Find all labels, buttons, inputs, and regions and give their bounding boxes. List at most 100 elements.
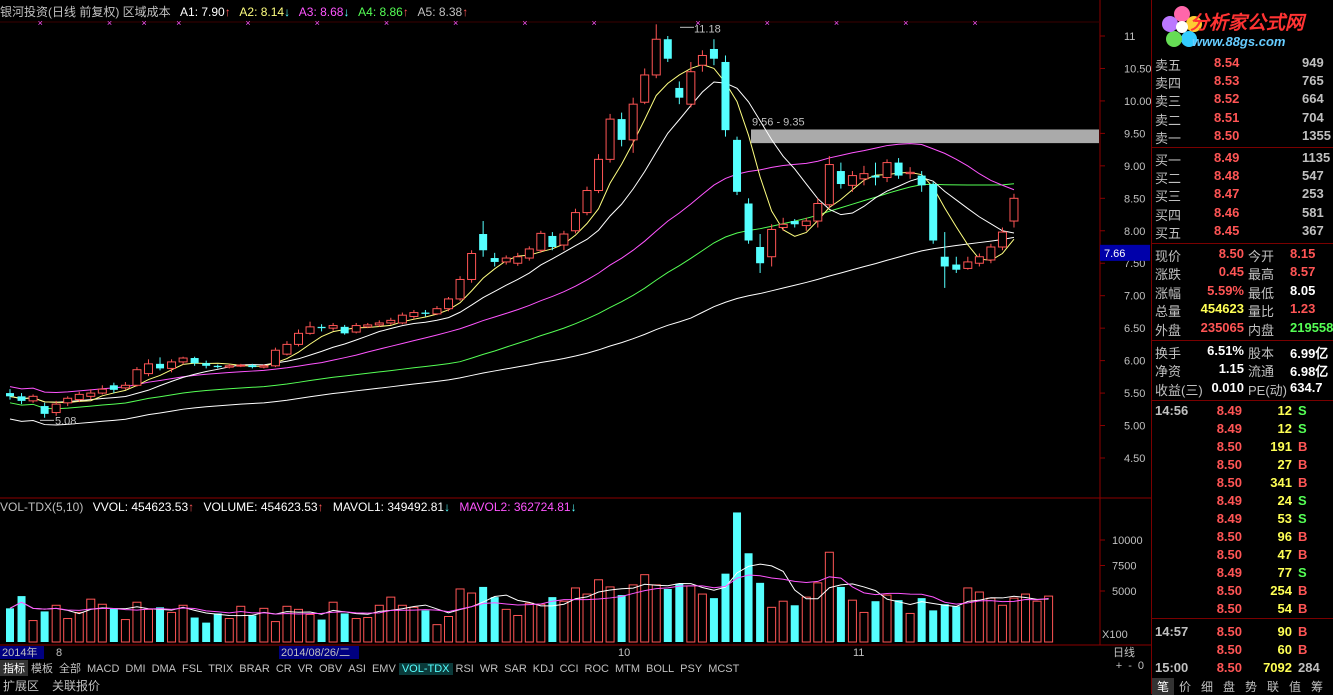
tick-row: 8.50 254 B	[1152, 583, 1333, 601]
quote-tab[interactable]: 值	[1288, 680, 1301, 694]
reset-button[interactable]: 0	[1137, 660, 1144, 672]
vvol-value: VVOL: 454623.53↑	[92, 500, 195, 514]
candle-body	[628, 103, 638, 141]
chart-area[interactable]: 11 10.50 10.00 9.50 9.00 8.50 8.00 7.50 7.00 6.50…	[0, 0, 1151, 659]
quote-tab[interactable]: 价	[1178, 680, 1191, 694]
quote-label: 现价	[1155, 249, 1182, 264]
tab-fsl[interactable]: FSL	[182, 663, 203, 675]
candle-body	[675, 87, 684, 98]
candle-body	[721, 61, 730, 131]
price-axis-label: 6.00	[1124, 356, 1145, 368]
volume-bar	[790, 605, 799, 642]
volume-bar	[490, 597, 499, 642]
volume-bar	[363, 617, 373, 643]
tab-cci[interactable]: CCI	[559, 663, 579, 675]
quote-label: 今开	[1248, 249, 1275, 264]
zoom-in-button[interactable]: +	[1115, 660, 1123, 672]
bid-price: 8.47	[1214, 186, 1240, 202]
bid-row: 买三 8.47 253	[1152, 186, 1333, 204]
tick-volume: 27	[1277, 457, 1292, 472]
quote-row: 涨幅 5.59% 最低 8.05	[1152, 283, 1333, 301]
tick-price: 8.49	[1216, 403, 1242, 418]
volume-bar	[190, 617, 199, 642]
tab-emv[interactable]: EMV	[371, 663, 396, 675]
quote-value: 1.23	[1290, 301, 1316, 317]
tab-mtm[interactable]: MTM	[614, 663, 641, 675]
ask-price: 8.53	[1214, 73, 1240, 89]
tab-template[interactable]: 模板	[31, 663, 53, 675]
tab-boll[interactable]: BOLL	[646, 663, 675, 675]
tab-psy[interactable]: PSY	[680, 663, 703, 675]
tab-trix[interactable]: TRIX	[208, 663, 234, 675]
tab-roc[interactable]: ROC	[584, 663, 609, 675]
volume-bar	[270, 621, 280, 643]
tab-asi[interactable]: ASI	[348, 663, 366, 675]
tick-price: 8.50	[1216, 529, 1242, 544]
quote-label: 内盘	[1248, 322, 1275, 338]
volume-bar	[605, 586, 615, 643]
tab-indicator[interactable]: 指标	[0, 660, 28, 676]
tick-row: 8.50 341 B	[1152, 475, 1333, 493]
tab-brar[interactable]: BRAR	[239, 663, 270, 675]
quote-value: 454623	[1200, 301, 1244, 317]
tab-macd[interactable]: MACD	[87, 663, 120, 675]
tab-vol-tdx[interactable]: VOL-TDX	[398, 663, 453, 675]
tab-mcst[interactable]: MCST	[708, 663, 740, 675]
tab-dmi[interactable]: DMI	[125, 663, 146, 675]
zoom-out-button[interactable]: -	[1128, 660, 1132, 672]
a2-value: A2: 8.14↓	[239, 5, 291, 19]
quote-tab[interactable]: 联	[1266, 680, 1279, 694]
candle-body	[605, 118, 615, 160]
quote-label: 最高	[1248, 267, 1275, 283]
quote-tab[interactable]: 势	[1244, 680, 1257, 694]
volume-bar	[132, 601, 142, 643]
quote-tab[interactable]: 细	[1200, 680, 1213, 694]
tab-dma[interactable]: DMA	[151, 663, 177, 675]
volume-bar	[74, 611, 84, 643]
low-annotation: 5.08	[55, 415, 76, 427]
candle-body	[917, 175, 926, 186]
mavol1-line	[9, 563, 1049, 617]
tab-sar[interactable]: SAR	[504, 663, 527, 675]
volume-bar	[617, 595, 626, 642]
tick-volume: 12	[1277, 403, 1292, 418]
tab-wr[interactable]: WR	[479, 663, 499, 675]
candle-body	[213, 365, 222, 368]
bid-price: 8.48	[1214, 168, 1240, 184]
book-divider	[1152, 147, 1333, 148]
quote-tab[interactable]: 筹	[1310, 680, 1323, 694]
volume-axis-label: 7500	[1112, 561, 1136, 573]
price-axis-label: 8.00	[1124, 226, 1145, 238]
volume-bar	[974, 591, 984, 643]
volume-bar	[582, 593, 592, 643]
extension-area-button[interactable]: 扩展区	[3, 679, 40, 693]
date-month-label: 8	[56, 647, 62, 659]
tab-vr[interactable]: VR	[297, 663, 313, 675]
vol-indicator-title: VOL-TDX(5,10)	[0, 500, 84, 514]
candle-body	[847, 175, 857, 186]
tab-rsi[interactable]: RSI	[455, 663, 474, 675]
linked-quote-button[interactable]: 关联报价	[52, 679, 101, 693]
tab-obv[interactable]: OBV	[319, 663, 343, 675]
candle-body	[617, 119, 626, 140]
tick-row: 8.49 53 S	[1152, 511, 1333, 529]
candle-body	[248, 365, 257, 368]
tick-price: 8.49	[1216, 565, 1242, 580]
bid-price: 8.46	[1214, 204, 1240, 220]
event-marker: ×	[141, 18, 146, 28]
candle-body	[178, 357, 188, 363]
tick-volume: 60	[1277, 642, 1292, 657]
ask-row: 卖三 8.52 664	[1152, 91, 1333, 109]
tab-all[interactable]: 全部	[59, 663, 81, 675]
tick-volume: 77	[1277, 565, 1292, 580]
indicator-tab-bar: 指标 模板 全部 MACD DMI DMA FSL TRIX BRAR CR VR OBV ASI EMV…	[0, 660, 1151, 676]
tab-cr[interactable]: CR	[275, 663, 292, 675]
quote-tab[interactable]: 笔	[1152, 678, 1174, 695]
mavol1-value: MAVOL1: 349492.81↓	[332, 500, 451, 514]
price-axis-label: 5.50	[1124, 388, 1145, 400]
tab-kdj[interactable]: KDJ	[532, 663, 554, 675]
volume-bar	[444, 616, 454, 643]
volume-bar	[317, 619, 326, 642]
kline-chart[interactable]: 11 10.50 10.00 9.50 9.00 8.50 8.00 7.50 7.00 6.50…	[0, 0, 1151, 660]
quote-tab[interactable]: 盘	[1222, 680, 1235, 694]
